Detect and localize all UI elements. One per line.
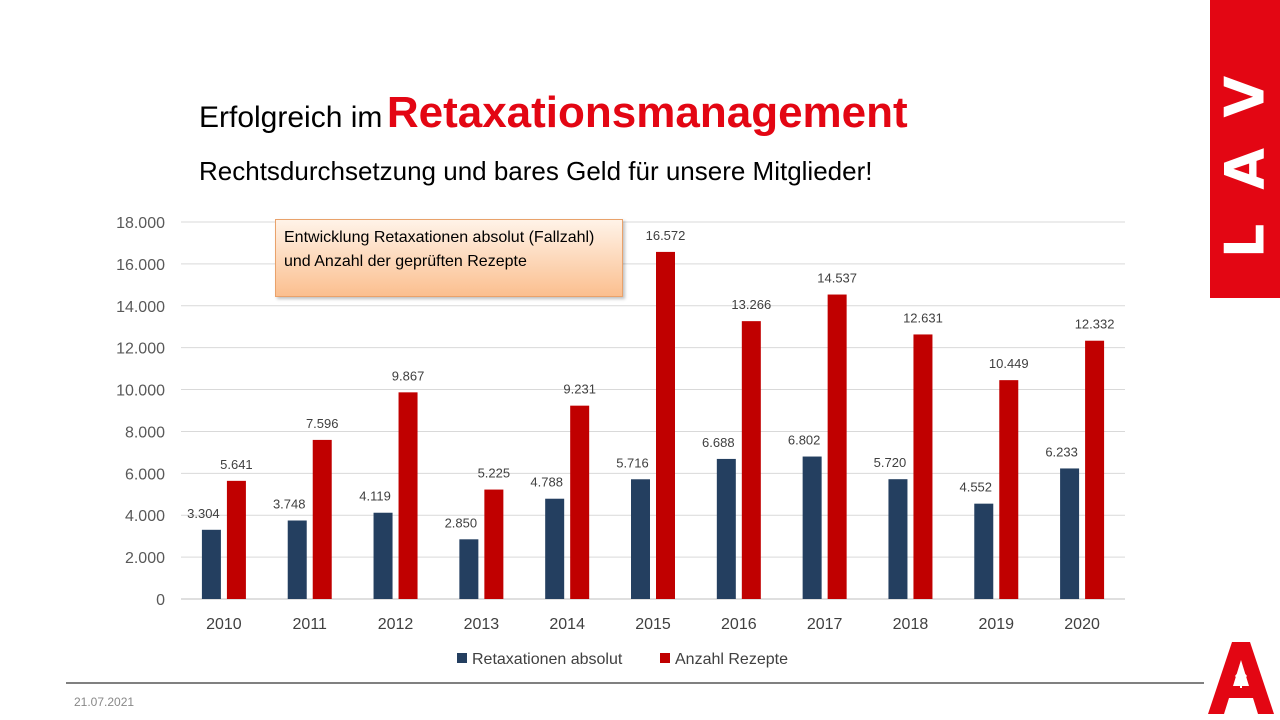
bar-retaxationen — [373, 512, 393, 599]
x-tick-label: 2016 — [721, 616, 757, 633]
y-tick-label: 16.000 — [116, 257, 165, 274]
bar-retaxationen — [287, 520, 307, 599]
y-tick-label: 4.000 — [125, 508, 165, 525]
bar-retaxationen — [974, 503, 994, 599]
data-label: 4.788 — [530, 475, 563, 490]
data-label: 7.596 — [306, 416, 339, 431]
bar-rezepte — [741, 321, 761, 599]
footer-divider — [66, 682, 1204, 684]
x-tick-label: 2020 — [1064, 616, 1100, 633]
x-tick-label: 2011 — [293, 616, 328, 633]
bar-rezepte — [999, 380, 1019, 599]
footer-date: 21.07.2021 — [74, 695, 135, 709]
x-tick-label: 2018 — [893, 616, 929, 633]
data-label: 5.641 — [220, 457, 253, 472]
legend-swatch — [457, 653, 467, 663]
bar-retaxationen — [545, 498, 565, 599]
y-tick-label: 18.000 — [116, 215, 165, 232]
title-main: Retaxationsmanagement — [386, 88, 908, 137]
data-label: 9.867 — [392, 368, 425, 383]
bar-rezepte — [484, 489, 504, 599]
y-tick-label: 8.000 — [125, 424, 165, 441]
y-tick-label: 12.000 — [116, 341, 165, 358]
apotheke-a-icon — [1208, 642, 1274, 714]
data-label: 5.720 — [874, 455, 907, 470]
bar-retaxationen — [459, 539, 479, 599]
data-label: 12.332 — [1075, 317, 1115, 332]
x-tick-label: 2019 — [978, 616, 1014, 633]
bar-rezepte — [913, 334, 933, 599]
bar-rezepte — [398, 392, 418, 599]
bar-rezepte — [656, 251, 675, 599]
lav-banner: LAV — [1210, 0, 1280, 298]
slide-title: Erfolgreich im Retaxationsmanagement — [199, 88, 908, 138]
bar-rezepte — [312, 439, 332, 599]
chart-annotation: Entwicklung Retaxationen absolut (Fallza… — [275, 219, 623, 297]
data-label: 3.748 — [273, 497, 306, 512]
bar-retaxationen — [888, 479, 908, 599]
data-label: 14.537 — [817, 271, 857, 286]
data-label: 6.802 — [788, 433, 821, 448]
data-label: 3.304 — [187, 506, 220, 521]
data-label: 12.631 — [903, 310, 943, 325]
data-label: 16.572 — [646, 228, 686, 243]
data-label: 6.233 — [1045, 444, 1078, 459]
y-tick-label: 0 — [156, 592, 165, 609]
data-label: 13.266 — [731, 297, 771, 312]
x-tick-label: 2010 — [206, 616, 242, 633]
y-tick-label: 6.000 — [125, 466, 165, 483]
data-label: 4.119 — [359, 489, 391, 504]
legend-label: Anzahl Rezepte — [675, 651, 788, 668]
x-tick-label: 2014 — [549, 616, 585, 633]
bar-rezepte — [570, 405, 590, 599]
slide-subtitle: Rechtsdurchsetzung und bares Geld für un… — [199, 156, 873, 186]
data-label: 10.449 — [989, 356, 1029, 371]
x-tick-label: 2013 — [464, 616, 500, 633]
data-label: 9.231 — [563, 382, 596, 397]
bar-rezepte — [827, 294, 847, 599]
legend-label: Retaxationen absolut — [472, 651, 623, 668]
bar-retaxationen — [201, 529, 221, 599]
legend-swatch — [660, 653, 670, 663]
bar-rezepte — [226, 480, 246, 599]
data-label: 5.716 — [616, 455, 649, 470]
data-label: 2.850 — [445, 515, 478, 530]
data-label: 6.688 — [702, 435, 735, 450]
y-tick-label: 14.000 — [116, 299, 165, 316]
bar-retaxationen — [716, 458, 736, 599]
bar-rezepte — [1085, 340, 1105, 599]
bar-retaxationen — [631, 479, 650, 599]
title-prefix: Erfolgreich im — [199, 101, 383, 134]
y-tick-label: 2.000 — [125, 550, 165, 567]
data-label: 5.225 — [478, 466, 511, 481]
bar-retaxationen — [1060, 468, 1080, 599]
y-tick-label: 10.000 — [116, 383, 165, 400]
bar-retaxationen — [802, 456, 822, 599]
x-tick-label: 2017 — [807, 616, 843, 633]
x-tick-label: 2015 — [635, 616, 671, 633]
x-tick-label: 2012 — [378, 616, 414, 633]
data-label: 4.552 — [959, 480, 992, 495]
